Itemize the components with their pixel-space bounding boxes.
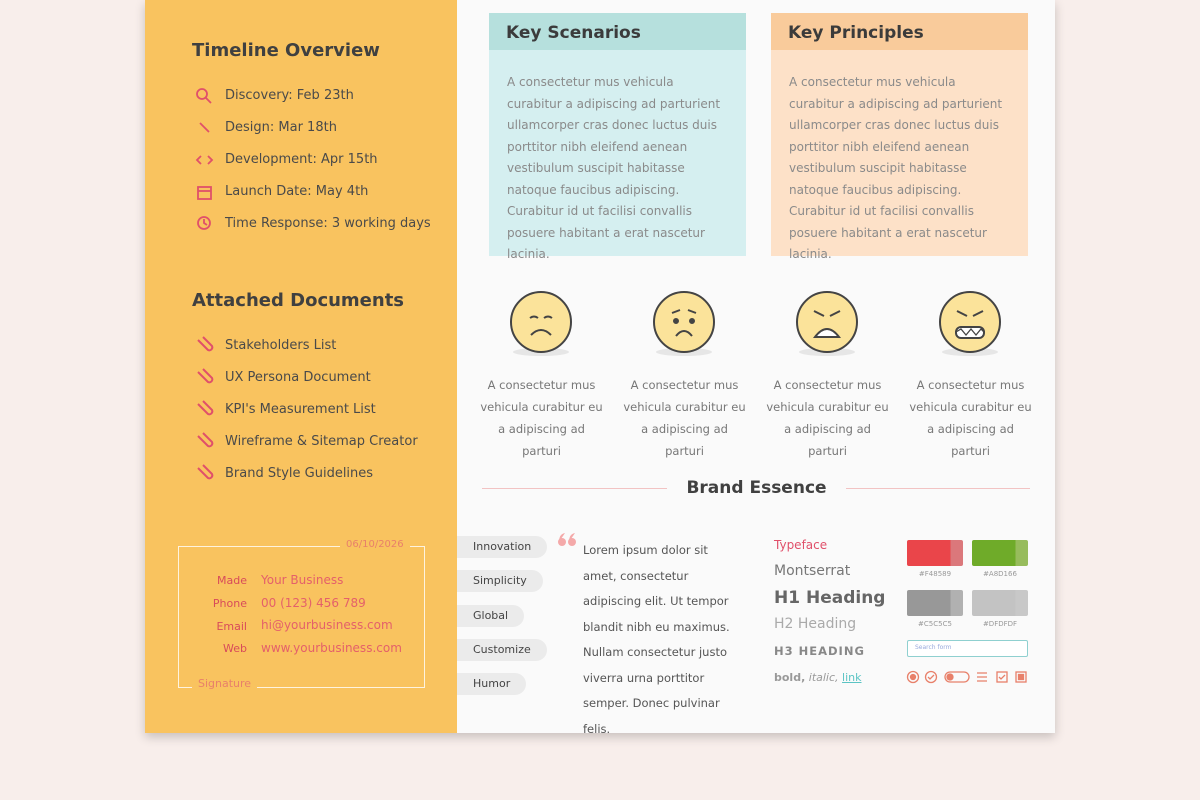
scenarios-box: Key Scenarios A consectetur mus vehicula… bbox=[489, 13, 746, 261]
link-sample[interactable]: link bbox=[842, 671, 862, 684]
h3-sample: H3 HEADING bbox=[774, 644, 865, 658]
timeline-item: Development: Apr 15th bbox=[225, 152, 378, 167]
section-title: Brand Essence bbox=[686, 478, 827, 498]
search-box[interactable]: Search form bbox=[907, 640, 1028, 657]
document-item[interactable]: Wireframe & Sitemap Creator bbox=[225, 434, 418, 449]
document-item[interactable]: UX Persona Document bbox=[225, 370, 371, 385]
section-title: Timeline Overview bbox=[192, 40, 380, 61]
signature-box bbox=[178, 546, 425, 688]
h1-sample: H1 Heading bbox=[774, 588, 886, 608]
quote-mark bbox=[558, 533, 576, 546]
document-item[interactable]: Stakeholders List bbox=[225, 338, 337, 353]
italic-sample: italic, bbox=[808, 671, 839, 684]
swatch bbox=[907, 540, 963, 566]
swatch-label: #DFDFDF bbox=[982, 620, 1018, 628]
document-item[interactable]: Brand Style Guidelines bbox=[225, 466, 374, 481]
timeline-item: Launch Date: May 4th bbox=[225, 184, 369, 199]
faces bbox=[510, 291, 1001, 356]
swatch bbox=[907, 590, 963, 616]
row-label: Web bbox=[223, 642, 247, 655]
box-body: A consectetur mus vehicula curabitur a a… bbox=[789, 75, 1003, 261]
swatch-label: #A8D166 bbox=[983, 570, 1017, 578]
emotion-caption: A consectetur mus vehicula curabitur eu … bbox=[480, 378, 603, 458]
tag: Innovation bbox=[457, 536, 548, 558]
tag: Global bbox=[457, 605, 525, 627]
row-label: Email bbox=[216, 620, 247, 633]
row-label: Phone bbox=[212, 597, 247, 610]
bold-sample: bold, bbox=[774, 671, 806, 684]
typeface-label: Typeface bbox=[774, 538, 828, 552]
icons bbox=[195, 88, 214, 230]
divider bbox=[482, 488, 667, 489]
swatch-label: #F48589 bbox=[918, 570, 952, 578]
box-title: Key Principles bbox=[771, 13, 1028, 50]
style-samples: bold, italic, link bbox=[774, 671, 862, 684]
row-value: 00 (123) 456 789 bbox=[261, 596, 366, 610]
row-value: www.yourbusiness.com bbox=[261, 641, 402, 655]
typeface-font: Montserrat bbox=[774, 563, 851, 579]
swatch bbox=[972, 540, 1028, 566]
swatch bbox=[972, 590, 1028, 616]
signature-footer: Signature bbox=[192, 677, 258, 690]
search-placeholder: Search form bbox=[915, 644, 952, 651]
swatch-label: #C5C5C5 bbox=[918, 620, 952, 628]
row-label: Made bbox=[217, 574, 247, 587]
divider bbox=[846, 488, 1030, 489]
document-item[interactable]: KPI's Measurement List bbox=[225, 402, 376, 417]
box-body: A consectetur mus vehicula curabitur a a… bbox=[507, 75, 721, 261]
emotion-caption: A consectetur mus vehicula curabitur eu … bbox=[766, 378, 889, 458]
timeline-item: Design: Mar 18th bbox=[225, 120, 337, 135]
timeline-item: Time Response: 3 working days bbox=[225, 216, 431, 231]
emotion-caption: A consectetur mus vehicula curabitur eu … bbox=[909, 378, 1032, 458]
tag: Simplicity bbox=[457, 570, 543, 592]
left-panel bbox=[145, 0, 457, 733]
h2-sample: H2 Heading bbox=[774, 616, 857, 632]
clip-icons bbox=[197, 336, 214, 480]
timeline-item: Discovery: Feb 23th bbox=[225, 88, 354, 103]
ui-controls bbox=[906, 670, 1027, 684]
box-title: Key Scenarios bbox=[489, 13, 746, 50]
row-value: hi@yourbusiness.com bbox=[261, 618, 393, 632]
signature-date: 06/10/2026 bbox=[340, 539, 410, 550]
quote: Lorem ipsum dolor sit amet, consectetur … bbox=[583, 543, 730, 736]
row-value: Your Business bbox=[261, 573, 344, 587]
section-title: Attached Documents bbox=[192, 290, 405, 311]
principles-box: Key Principles A consectetur mus vehicul… bbox=[771, 13, 1028, 261]
tag: Customize bbox=[457, 639, 547, 661]
emotion-caption: A consectetur mus vehicula curabitur eu … bbox=[623, 378, 746, 458]
tag: Humor bbox=[457, 673, 527, 695]
